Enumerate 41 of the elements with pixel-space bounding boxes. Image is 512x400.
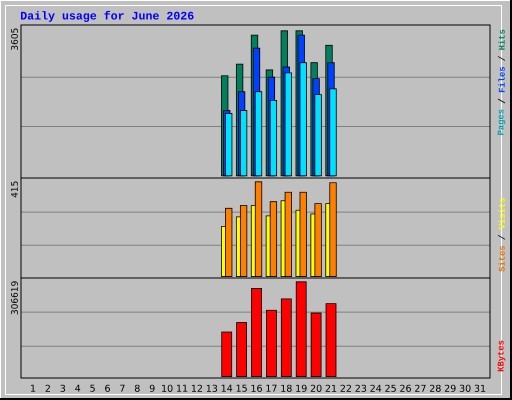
- x-tick-label: 23: [355, 384, 366, 392]
- text: 306619: [11, 281, 18, 314]
- x-tick-label: 29: [444, 384, 456, 392]
- text: Visits: [498, 198, 505, 230]
- x-tick-label: 10: [162, 384, 173, 392]
- x-tick-label: 1: [31, 384, 36, 392]
- x-tick-label: 28: [430, 384, 441, 392]
- x-tick-label: 6: [105, 384, 110, 392]
- legend-label: Files: [498, 67, 505, 92]
- x-tick-label: 30: [460, 384, 471, 392]
- legend-label: Pages: [498, 110, 506, 135]
- x-tick-label: 11: [177, 384, 188, 392]
- text: Hits: [498, 30, 505, 50]
- text: 415: [11, 181, 18, 198]
- text: KBytes: [498, 340, 506, 372]
- x-tick-label: 3: [60, 384, 66, 392]
- x-tick-label: 9: [150, 384, 155, 392]
- x-tick-label: 25: [385, 384, 396, 392]
- x-tick-label: 4: [75, 384, 80, 392]
- x-tick-label: 26: [400, 384, 411, 392]
- x-tick-label: 24: [370, 384, 382, 392]
- x-tick-label: 14: [222, 384, 232, 392]
- x-tick-label: 19: [296, 384, 307, 392]
- x-tick-label: 5: [90, 384, 95, 392]
- x-tick-label: 27: [415, 384, 426, 392]
- x-tick-label: 16: [252, 384, 262, 392]
- chart-title: Daily usage for June 2026: [20, 10, 194, 22]
- x-tick-label: 15: [236, 384, 247, 392]
- x-tick-label: 18: [281, 384, 292, 392]
- x-tick-label: 7: [120, 384, 125, 392]
- x-tick-label: 8: [134, 384, 140, 392]
- x-tick-label: 13: [206, 384, 218, 392]
- x-tick-label: 20: [310, 384, 322, 392]
- x-tick-label: 31: [474, 384, 486, 392]
- legend-label: Sites: [498, 246, 505, 272]
- text: 3605: [11, 28, 18, 50]
- x-tick-label: 12: [192, 384, 202, 392]
- x-tick-label: 22: [340, 384, 352, 392]
- x-tick-label: 21: [326, 384, 336, 392]
- x-tick-label: 17: [266, 384, 277, 392]
- x-tick-label: 2: [46, 384, 50, 392]
